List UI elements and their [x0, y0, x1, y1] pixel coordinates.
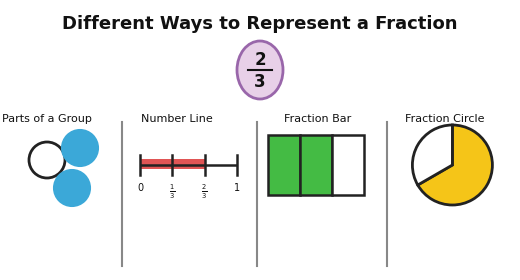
Text: Fraction Bar: Fraction Bar: [283, 114, 351, 124]
Text: Number Line: Number Line: [141, 114, 213, 124]
Text: $\frac{2}{3}$: $\frac{2}{3}$: [201, 183, 207, 201]
Text: 2: 2: [254, 51, 266, 69]
Bar: [300, 135, 332, 195]
Wedge shape: [418, 125, 492, 205]
Circle shape: [29, 142, 65, 178]
Text: Parts of a Group: Parts of a Group: [2, 114, 92, 124]
Wedge shape: [412, 125, 452, 185]
Text: 3: 3: [254, 73, 266, 91]
Circle shape: [62, 130, 98, 166]
Circle shape: [54, 170, 90, 206]
Bar: [332, 135, 364, 195]
Text: Different Ways to Represent a Fraction: Different Ways to Represent a Fraction: [62, 15, 458, 33]
Text: 0: 0: [137, 183, 144, 193]
Text: 1: 1: [233, 183, 240, 193]
Ellipse shape: [237, 41, 283, 99]
Bar: [268, 135, 300, 195]
Text: $\frac{1}{3}$: $\frac{1}{3}$: [170, 183, 176, 201]
Text: Fraction Circle: Fraction Circle: [405, 114, 484, 124]
Bar: [140, 159, 204, 169]
